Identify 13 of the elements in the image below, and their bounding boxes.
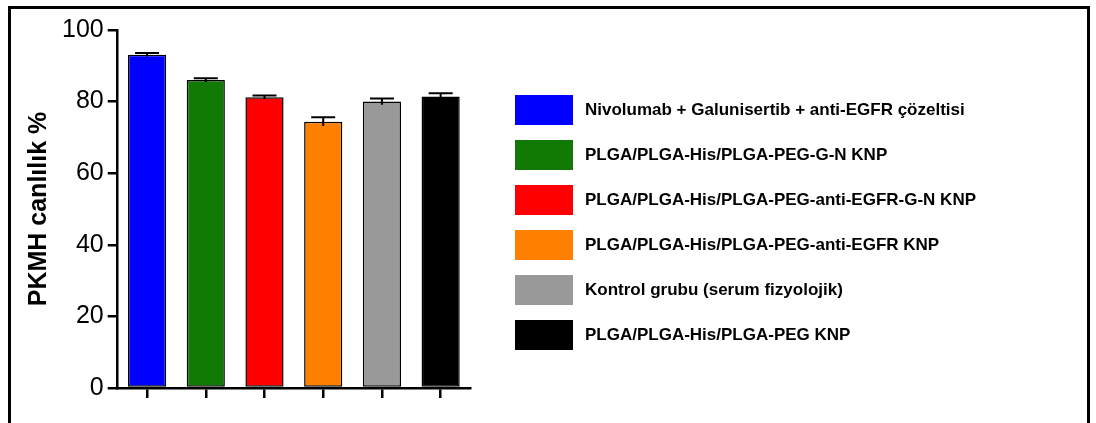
legend-label: PLGA/PLGA-His/PLGA-PEG-G-N KNP bbox=[585, 145, 888, 165]
y-axis-title: PKMH canlılık % bbox=[22, 111, 51, 307]
y-tick-label: 40 bbox=[75, 228, 104, 257]
y-tick-label: 0 bbox=[89, 371, 104, 400]
y-tick-label: 60 bbox=[75, 157, 104, 186]
y-tick-label: 80 bbox=[75, 85, 104, 114]
legend-label: PLGA/PLGA-His/PLGA-PEG-anti-EGFR-G-N KNP bbox=[585, 190, 976, 210]
legend-label: PLGA/PLGA-His/PLGA-PEG KNP bbox=[585, 325, 851, 345]
legend-label: Kontrol grubu (serum fizyolojik) bbox=[585, 280, 843, 300]
y-tick-label: 20 bbox=[75, 300, 104, 329]
legend-label: PLGA/PLGA-His/PLGA-PEG-anti-EGFR KNP bbox=[585, 235, 940, 255]
y-tick-label: 100 bbox=[61, 13, 104, 42]
legend-label: Nivolumab + Galunisertib + anti-EGFR çözeltisi bbox=[585, 100, 965, 120]
